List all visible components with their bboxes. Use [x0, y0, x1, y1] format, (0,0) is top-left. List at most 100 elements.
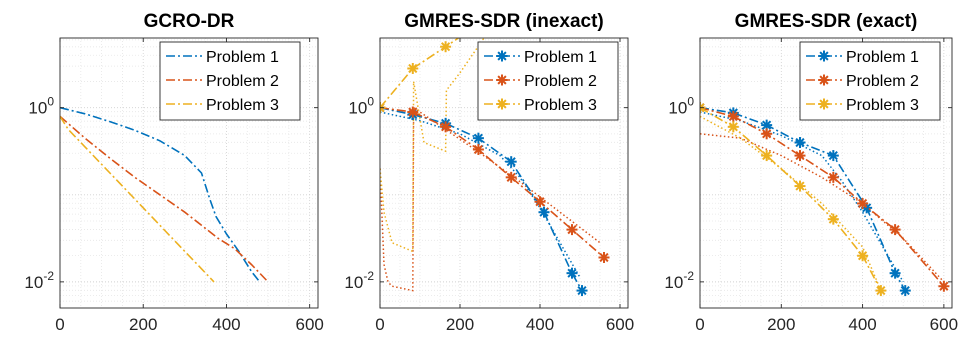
data-point-problem-2 — [889, 224, 901, 236]
legend-marker-problem-1-stroke — [819, 51, 829, 61]
x-tick-label: 200 — [767, 315, 795, 334]
x-tick-label: 600 — [930, 315, 958, 334]
data-point-problem-1 — [472, 132, 484, 144]
data-point-problem-2 — [440, 121, 452, 133]
data-point-problem-1-stroke — [506, 157, 516, 167]
data-point-problem-1-stroke — [795, 137, 805, 148]
data-point-problem-2 — [857, 197, 869, 209]
data-point-problem-3-stroke — [700, 106, 705, 113]
data-point-problem-2 — [407, 106, 419, 118]
legend-marker-problem-3-stroke — [497, 99, 507, 109]
data-point-problem-1 — [576, 285, 588, 297]
data-point-problem-3 — [827, 213, 839, 225]
legend-marker-problem-2 — [818, 74, 830, 86]
series-group — [380, 38, 610, 297]
legend-box — [159, 41, 301, 121]
data-point-problem-1-stroke — [828, 150, 838, 161]
legend-marker-problem-2-stroke — [497, 75, 507, 85]
data-point-problem-2-stroke — [939, 281, 949, 291]
legend-marker-problem-3 — [496, 98, 508, 110]
legend-label-problem-2: Problem 2 — [206, 73, 279, 90]
chart-panel-2: 0 200 400 600 100 10-2 GMRES-SDR (inexact) Prob… — [344, 11, 634, 334]
series-line-problem-2 — [60, 115, 269, 283]
data-point-problem-3-stroke — [441, 42, 451, 52]
data-point-problem-3-stroke — [795, 181, 805, 191]
inner-residual-line-1 — [380, 111, 581, 278]
series-line-problem-1 — [60, 106, 261, 283]
data-point-problem-3 — [761, 150, 773, 162]
data-point-problem-2 — [938, 280, 950, 292]
legend-marker-problem-3 — [818, 98, 830, 110]
data-point-problem-1-stroke — [473, 133, 483, 143]
data-point-problem-3-stroke — [876, 285, 886, 296]
data-point-problem-3 — [440, 41, 452, 53]
y-tick-label: 100 — [28, 95, 54, 118]
x-tick-label: 400 — [212, 315, 240, 334]
data-point-problem-2-stroke — [828, 172, 838, 182]
data-point-problem-2 — [598, 251, 610, 263]
legend-marker-problem-1-stroke — [497, 51, 507, 61]
series-line-problem-1 — [700, 106, 906, 292]
data-point-problem-2-stroke — [857, 198, 868, 209]
legend-label-problem-3: Problem 3 — [524, 97, 597, 114]
data-point-problem-1 — [827, 150, 839, 162]
x-tick-label: 600 — [295, 315, 323, 334]
x-tick-label: 400 — [526, 315, 554, 334]
data-point-problem-3 — [794, 180, 806, 192]
data-point-problem-3 — [875, 285, 887, 297]
data-point-problem-2-stroke — [890, 225, 900, 235]
data-point-problem-2-stroke — [728, 111, 738, 121]
y-tick-label: 10-2 — [664, 269, 694, 292]
legend-label-problem-3: Problem 3 — [206, 97, 279, 114]
legend: Problem 1 Problem 2 Problem 3 — [159, 41, 301, 121]
data-point-problem-2-stroke — [599, 252, 609, 263]
axes-box — [379, 37, 629, 309]
series-line-problem-3 — [60, 115, 215, 283]
data-point-problem-3-stroke — [828, 214, 838, 224]
axes-box — [699, 37, 953, 309]
chart-title: GMRES-SDR (inexact) — [404, 11, 604, 32]
axes-box — [59, 37, 319, 309]
data-point-problem-1 — [889, 267, 901, 279]
data-point-problem-1-stroke — [539, 207, 549, 217]
inner-residual-line-3 — [380, 38, 485, 253]
data-point-problem-2 — [827, 171, 839, 183]
data-point-problem-2-stroke — [567, 225, 577, 235]
data-point-problem-1 — [899, 285, 911, 297]
legend: Problem 1 Problem 2 Problem 3 — [799, 41, 941, 121]
y-tick-label: 100 — [668, 95, 694, 118]
inner-residual-line-1 — [700, 111, 904, 283]
data-point-problem-3-stroke — [728, 122, 738, 132]
legend-label-problem-2: Problem 2 — [846, 73, 919, 90]
data-point-problem-1-stroke — [577, 285, 587, 296]
data-point-problem-2-stroke — [473, 144, 483, 155]
legend: Problem 1 Problem 2 Problem 3 — [477, 41, 619, 121]
data-point-problem-2-stroke — [408, 107, 418, 117]
data-point-problem-3-stroke — [857, 251, 868, 261]
data-point-problem-1 — [538, 206, 550, 218]
legend-marker-problem-3-stroke — [819, 99, 829, 109]
x-tick-label: 600 — [606, 315, 634, 334]
data-point-problem-2 — [505, 171, 517, 183]
legend-marker-problem-1 — [496, 50, 508, 62]
data-point-problem-3-stroke — [380, 106, 385, 113]
data-point-problem-3-stroke — [380, 103, 385, 110]
data-point-problem-1 — [761, 119, 773, 131]
legend-label-problem-1: Problem 1 — [846, 49, 919, 66]
legend-marker-problem-2 — [496, 74, 508, 86]
data-point-problem-3 — [407, 62, 419, 74]
data-point-problem-2 — [472, 143, 484, 155]
series-group — [60, 106, 269, 283]
data-point-problem-1 — [794, 137, 806, 149]
data-point-problem-3-stroke — [762, 150, 772, 161]
data-point-problem-1 — [566, 267, 578, 279]
legend-marker-problem-1 — [818, 50, 830, 62]
data-point-problem-2-stroke — [762, 129, 772, 139]
legend-label-problem-3: Problem 3 — [846, 97, 919, 114]
legend-label-problem-1: Problem 1 — [524, 49, 597, 66]
x-tick-label: 400 — [848, 315, 876, 334]
data-point-problem-1-stroke — [900, 285, 910, 296]
chart-title: GMRES-SDR (exact) — [735, 11, 918, 32]
